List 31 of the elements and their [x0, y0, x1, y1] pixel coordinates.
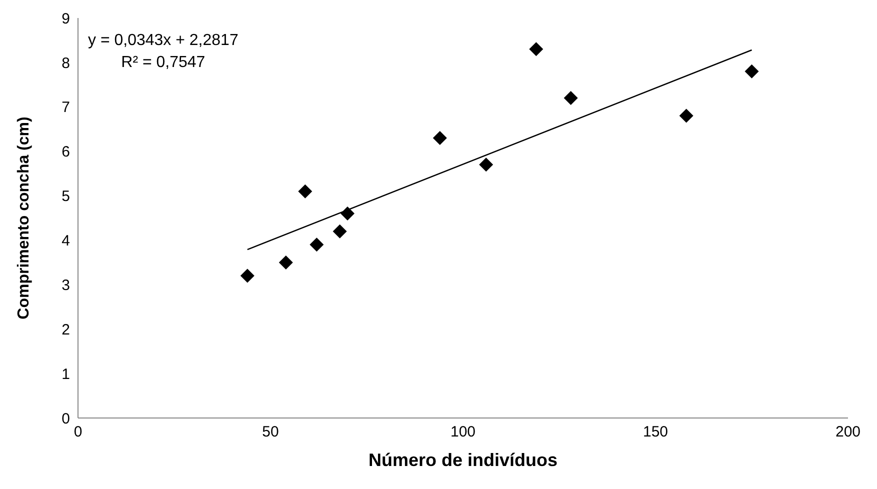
x-tick-label: 0	[74, 424, 82, 441]
point	[679, 108, 694, 123]
y-tick-label: 1	[62, 366, 70, 383]
x-axis-title: Número de indivíduos	[368, 450, 558, 470]
point	[564, 91, 578, 105]
y-tick-label: 2	[62, 321, 70, 338]
y-tick-label: 4	[62, 232, 70, 250]
x-tick-label: 150	[642, 424, 668, 441]
x-tick-label: 200	[835, 424, 861, 441]
x-tick-label: 100	[450, 424, 476, 441]
y-tick-label: 5	[62, 188, 70, 206]
point	[298, 184, 312, 198]
y-tick-label: 0	[62, 410, 70, 428]
point	[332, 224, 347, 238]
point	[340, 206, 354, 221]
annotation: y = 0,0343x + 2,2817	[88, 31, 238, 51]
annotation: R² = 0,7547	[120, 53, 206, 73]
y-tick-label: 7	[62, 99, 70, 116]
y-axis-title: Comprimento concha (cm)	[16, 116, 33, 320]
y-tick-label: 9	[62, 10, 70, 28]
y-tick-label: 3	[62, 276, 70, 294]
point	[744, 64, 759, 78]
y-tick-label: 6	[62, 144, 70, 161]
point	[529, 42, 544, 56]
point	[278, 255, 293, 270]
point	[240, 268, 254, 283]
x-tick-label: 50	[262, 424, 279, 441]
point	[432, 131, 447, 145]
point	[479, 158, 494, 172]
point	[310, 238, 324, 252]
y-tick-label: 8	[62, 54, 70, 72]
